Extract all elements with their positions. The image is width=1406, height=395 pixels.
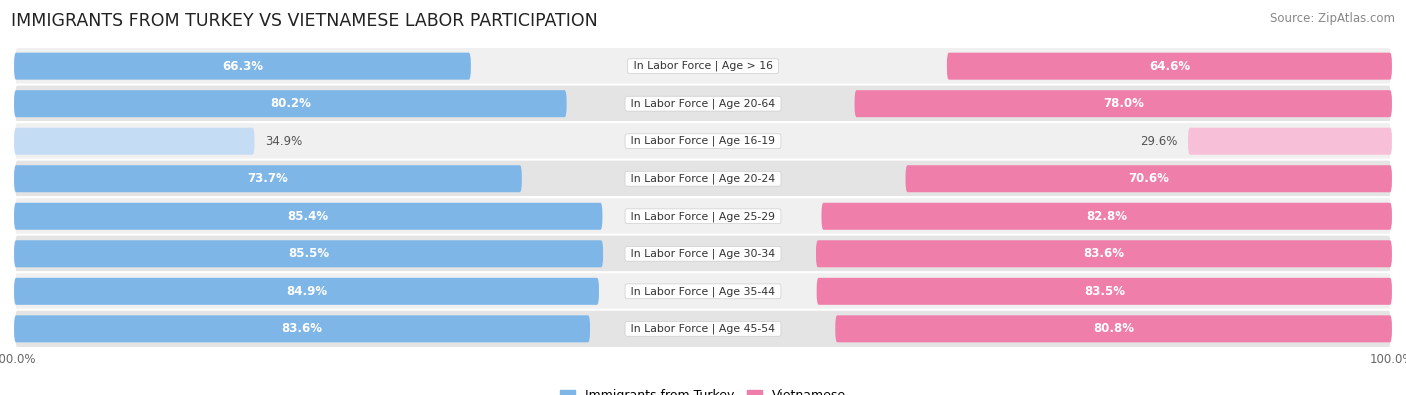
Text: 85.5%: 85.5%	[288, 247, 329, 260]
Text: In Labor Force | Age 16-19: In Labor Force | Age 16-19	[627, 136, 779, 147]
Text: 83.6%: 83.6%	[1084, 247, 1125, 260]
Text: 80.8%: 80.8%	[1092, 322, 1135, 335]
FancyBboxPatch shape	[14, 235, 1392, 273]
FancyBboxPatch shape	[905, 165, 1392, 192]
Text: 82.8%: 82.8%	[1087, 210, 1128, 223]
Text: In Labor Force | Age > 16: In Labor Force | Age > 16	[630, 61, 776, 71]
Text: 83.6%: 83.6%	[281, 322, 322, 335]
FancyBboxPatch shape	[14, 315, 591, 342]
FancyBboxPatch shape	[14, 90, 567, 117]
Text: 34.9%: 34.9%	[264, 135, 302, 148]
FancyBboxPatch shape	[946, 53, 1392, 80]
Text: 84.9%: 84.9%	[285, 285, 328, 298]
FancyBboxPatch shape	[14, 85, 1392, 123]
Text: Source: ZipAtlas.com: Source: ZipAtlas.com	[1270, 12, 1395, 25]
Legend: Immigrants from Turkey, Vietnamese: Immigrants from Turkey, Vietnamese	[555, 384, 851, 395]
FancyBboxPatch shape	[815, 240, 1392, 267]
FancyBboxPatch shape	[14, 47, 1392, 85]
FancyBboxPatch shape	[817, 278, 1392, 305]
FancyBboxPatch shape	[14, 310, 1392, 348]
FancyBboxPatch shape	[14, 278, 599, 305]
Text: In Labor Force | Age 30-34: In Labor Force | Age 30-34	[627, 248, 779, 259]
FancyBboxPatch shape	[1188, 128, 1392, 155]
FancyBboxPatch shape	[855, 90, 1392, 117]
FancyBboxPatch shape	[14, 240, 603, 267]
FancyBboxPatch shape	[14, 53, 471, 80]
Text: 80.2%: 80.2%	[270, 97, 311, 110]
FancyBboxPatch shape	[14, 203, 602, 230]
Text: 78.0%: 78.0%	[1102, 97, 1143, 110]
Text: 85.4%: 85.4%	[288, 210, 329, 223]
Text: In Labor Force | Age 35-44: In Labor Force | Age 35-44	[627, 286, 779, 297]
Text: In Labor Force | Age 25-29: In Labor Force | Age 25-29	[627, 211, 779, 222]
Text: 66.3%: 66.3%	[222, 60, 263, 73]
Text: In Labor Force | Age 20-64: In Labor Force | Age 20-64	[627, 98, 779, 109]
FancyBboxPatch shape	[14, 272, 1392, 310]
FancyBboxPatch shape	[14, 197, 1392, 235]
FancyBboxPatch shape	[14, 160, 1392, 198]
FancyBboxPatch shape	[835, 315, 1392, 342]
Text: In Labor Force | Age 45-54: In Labor Force | Age 45-54	[627, 324, 779, 334]
FancyBboxPatch shape	[14, 165, 522, 192]
Text: 70.6%: 70.6%	[1128, 172, 1170, 185]
FancyBboxPatch shape	[14, 122, 1392, 160]
Text: 64.6%: 64.6%	[1149, 60, 1189, 73]
Text: 29.6%: 29.6%	[1140, 135, 1178, 148]
Text: In Labor Force | Age 20-24: In Labor Force | Age 20-24	[627, 173, 779, 184]
Text: 73.7%: 73.7%	[247, 172, 288, 185]
Text: 83.5%: 83.5%	[1084, 285, 1125, 298]
FancyBboxPatch shape	[821, 203, 1392, 230]
FancyBboxPatch shape	[14, 128, 254, 155]
Text: IMMIGRANTS FROM TURKEY VS VIETNAMESE LABOR PARTICIPATION: IMMIGRANTS FROM TURKEY VS VIETNAMESE LAB…	[11, 12, 598, 30]
